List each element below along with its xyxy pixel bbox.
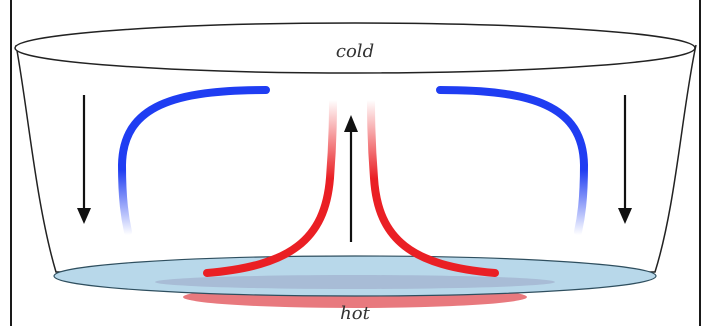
down-arrow-left-icon <box>77 95 91 224</box>
cold-label: cold <box>336 41 374 62</box>
cold-stream-left <box>117 86 270 236</box>
hot-label: hot <box>340 303 370 324</box>
hot-spot-reflection <box>155 275 555 289</box>
bowl-outline <box>15 44 697 273</box>
up-arrow-icon <box>344 115 358 242</box>
hot-plume-left <box>203 98 337 277</box>
down-arrow-right-icon <box>618 95 632 224</box>
bowl-rim <box>14 22 696 74</box>
hot-plume-right <box>367 98 499 277</box>
cold-stream-right <box>436 86 589 236</box>
